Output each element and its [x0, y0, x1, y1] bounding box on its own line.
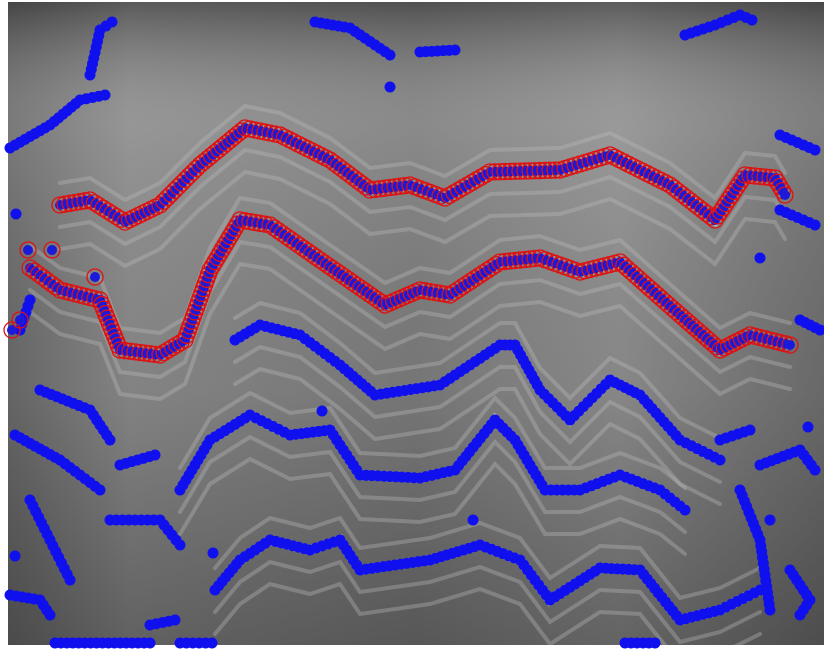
- blue-dot: [90, 272, 100, 282]
- blue-dot: [95, 485, 106, 496]
- blue-dot: [810, 465, 821, 476]
- blue-dot: [810, 145, 821, 156]
- blue-dot: [680, 505, 691, 516]
- blue-dot: [175, 540, 186, 551]
- blue-dot: [715, 455, 726, 466]
- blue-dot: [450, 45, 461, 56]
- blue-dot: [755, 253, 766, 264]
- blue-dot: [25, 295, 36, 306]
- blue-dot: [170, 615, 181, 626]
- blue-dot: [100, 90, 111, 101]
- blue-dot: [385, 50, 396, 61]
- blue-dot: [45, 610, 56, 621]
- blue-dot: [317, 406, 328, 417]
- blue-dot: [810, 220, 821, 231]
- blue-dot: [107, 17, 118, 28]
- blue-dot: [765, 605, 776, 616]
- blue-dot: [747, 15, 758, 26]
- blue-dot: [745, 425, 756, 436]
- blue-dot: [468, 515, 479, 526]
- blue-dot: [47, 245, 57, 255]
- blue-dot: [207, 638, 218, 649]
- blue-dot: [765, 515, 776, 526]
- blue-dot: [780, 190, 790, 200]
- blue-dot: [650, 638, 661, 649]
- blue-dot: [803, 422, 814, 433]
- blue-dot: [11, 209, 22, 220]
- blue-dot: [65, 575, 76, 586]
- blue-dot: [15, 315, 25, 325]
- blue-dot: [385, 82, 396, 93]
- blue-dot: [10, 551, 21, 562]
- blue-dot: [23, 245, 33, 255]
- blue-dot: [150, 450, 161, 461]
- blue-dot: [785, 340, 795, 350]
- blue-dot: [208, 548, 219, 559]
- blue-dot: [795, 610, 806, 621]
- blue-dot: [105, 435, 116, 446]
- blue-dot: [145, 638, 156, 649]
